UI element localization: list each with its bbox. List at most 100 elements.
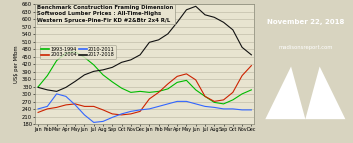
2017-2018	[64, 87, 68, 88]
2017-2018	[110, 66, 114, 68]
1993-1994	[156, 91, 161, 92]
Text: Benchmark Construction Framing Dimension
Softwood Lumber Prices : All-Time-Highs: Benchmark Construction Framing Dimension…	[37, 5, 174, 23]
2017-2018	[45, 89, 49, 91]
2010-2011	[184, 101, 189, 102]
1993-1994	[54, 60, 59, 61]
2010-2011	[129, 111, 133, 112]
1993-1994	[231, 99, 235, 101]
2010-2011	[231, 108, 235, 110]
2017-2018	[240, 46, 244, 48]
1993-1994	[64, 52, 68, 54]
2010-2011	[119, 113, 124, 115]
2003-2004	[82, 106, 86, 107]
2003-2004	[92, 106, 96, 107]
2017-2018	[82, 74, 86, 76]
2017-2018	[156, 39, 161, 41]
2010-2011	[193, 103, 198, 105]
2017-2018	[166, 33, 170, 35]
2017-2018	[184, 9, 189, 11]
2017-2018	[36, 87, 40, 88]
2003-2004	[184, 73, 189, 75]
Legend: 1993-1994, 2003-2004, 2010-2011, 2017-2018: 1993-1994, 2003-2004, 2010-2011, 2017-20…	[40, 45, 116, 59]
2010-2011	[101, 121, 105, 122]
2010-2011	[147, 108, 151, 110]
1993-1994	[147, 92, 151, 93]
2003-2004	[212, 101, 216, 102]
1993-1994	[45, 75, 49, 77]
2017-2018	[73, 81, 77, 82]
2003-2004	[240, 75, 244, 77]
1993-1994	[203, 96, 207, 97]
Line: 1993-1994: 1993-1994	[38, 52, 251, 104]
2017-2018	[129, 59, 133, 61]
1993-1994	[193, 89, 198, 91]
1993-1994	[36, 86, 40, 88]
2003-2004	[101, 109, 105, 111]
2003-2004	[110, 113, 114, 115]
Text: madisonsreport.com: madisonsreport.com	[278, 45, 333, 50]
2010-2011	[82, 114, 86, 116]
2010-2011	[92, 122, 96, 123]
2003-2004	[147, 98, 151, 100]
2017-2018	[221, 21, 226, 23]
1993-1994	[138, 91, 142, 92]
2017-2018	[249, 54, 253, 56]
2010-2011	[64, 96, 68, 97]
Y-axis label: US$ per Mfbm: US$ per Mfbm	[14, 45, 19, 83]
1993-1994	[249, 89, 253, 91]
2003-2004	[231, 92, 235, 93]
2017-2018	[193, 5, 198, 7]
2010-2011	[156, 106, 161, 107]
2003-2004	[36, 112, 40, 113]
2017-2018	[203, 14, 207, 16]
2017-2018	[231, 29, 235, 31]
1993-1994	[240, 93, 244, 95]
2017-2018	[212, 16, 216, 18]
1993-1994	[110, 81, 114, 83]
2010-2011	[73, 104, 77, 106]
1993-1994	[212, 102, 216, 103]
2010-2011	[175, 101, 179, 102]
2017-2018	[138, 54, 142, 56]
2003-2004	[73, 103, 77, 105]
2003-2004	[129, 113, 133, 115]
2003-2004	[156, 92, 161, 93]
2010-2011	[166, 103, 170, 105]
2010-2011	[212, 107, 216, 108]
1993-1994	[82, 56, 86, 58]
Polygon shape	[305, 66, 345, 119]
2010-2011	[138, 109, 142, 111]
2010-2011	[110, 117, 114, 118]
Line: 2003-2004: 2003-2004	[38, 66, 251, 115]
2003-2004	[138, 111, 142, 112]
2010-2011	[203, 106, 207, 107]
2010-2011	[36, 108, 40, 110]
2017-2018	[147, 41, 151, 43]
1993-1994	[221, 103, 226, 105]
1993-1994	[129, 92, 133, 93]
2010-2011	[240, 109, 244, 111]
Text: November 22, 2018: November 22, 2018	[267, 19, 344, 25]
1993-1994	[166, 88, 170, 90]
2017-2018	[175, 21, 179, 23]
1993-1994	[92, 64, 96, 66]
2003-2004	[166, 83, 170, 85]
1993-1994	[119, 87, 124, 89]
Line: 2017-2018: 2017-2018	[38, 6, 251, 91]
1993-1994	[175, 82, 179, 83]
2010-2011	[45, 106, 49, 107]
2010-2011	[249, 109, 253, 111]
2003-2004	[54, 107, 59, 108]
2003-2004	[119, 114, 124, 116]
2003-2004	[203, 96, 207, 97]
2003-2004	[221, 99, 226, 101]
2010-2011	[54, 93, 59, 95]
1993-1994	[101, 74, 105, 76]
2003-2004	[64, 104, 68, 106]
2003-2004	[45, 108, 49, 110]
Line: 2010-2011: 2010-2011	[38, 94, 251, 122]
2003-2004	[193, 79, 198, 81]
Polygon shape	[265, 66, 305, 119]
2017-2018	[92, 70, 96, 72]
2017-2018	[54, 91, 59, 92]
